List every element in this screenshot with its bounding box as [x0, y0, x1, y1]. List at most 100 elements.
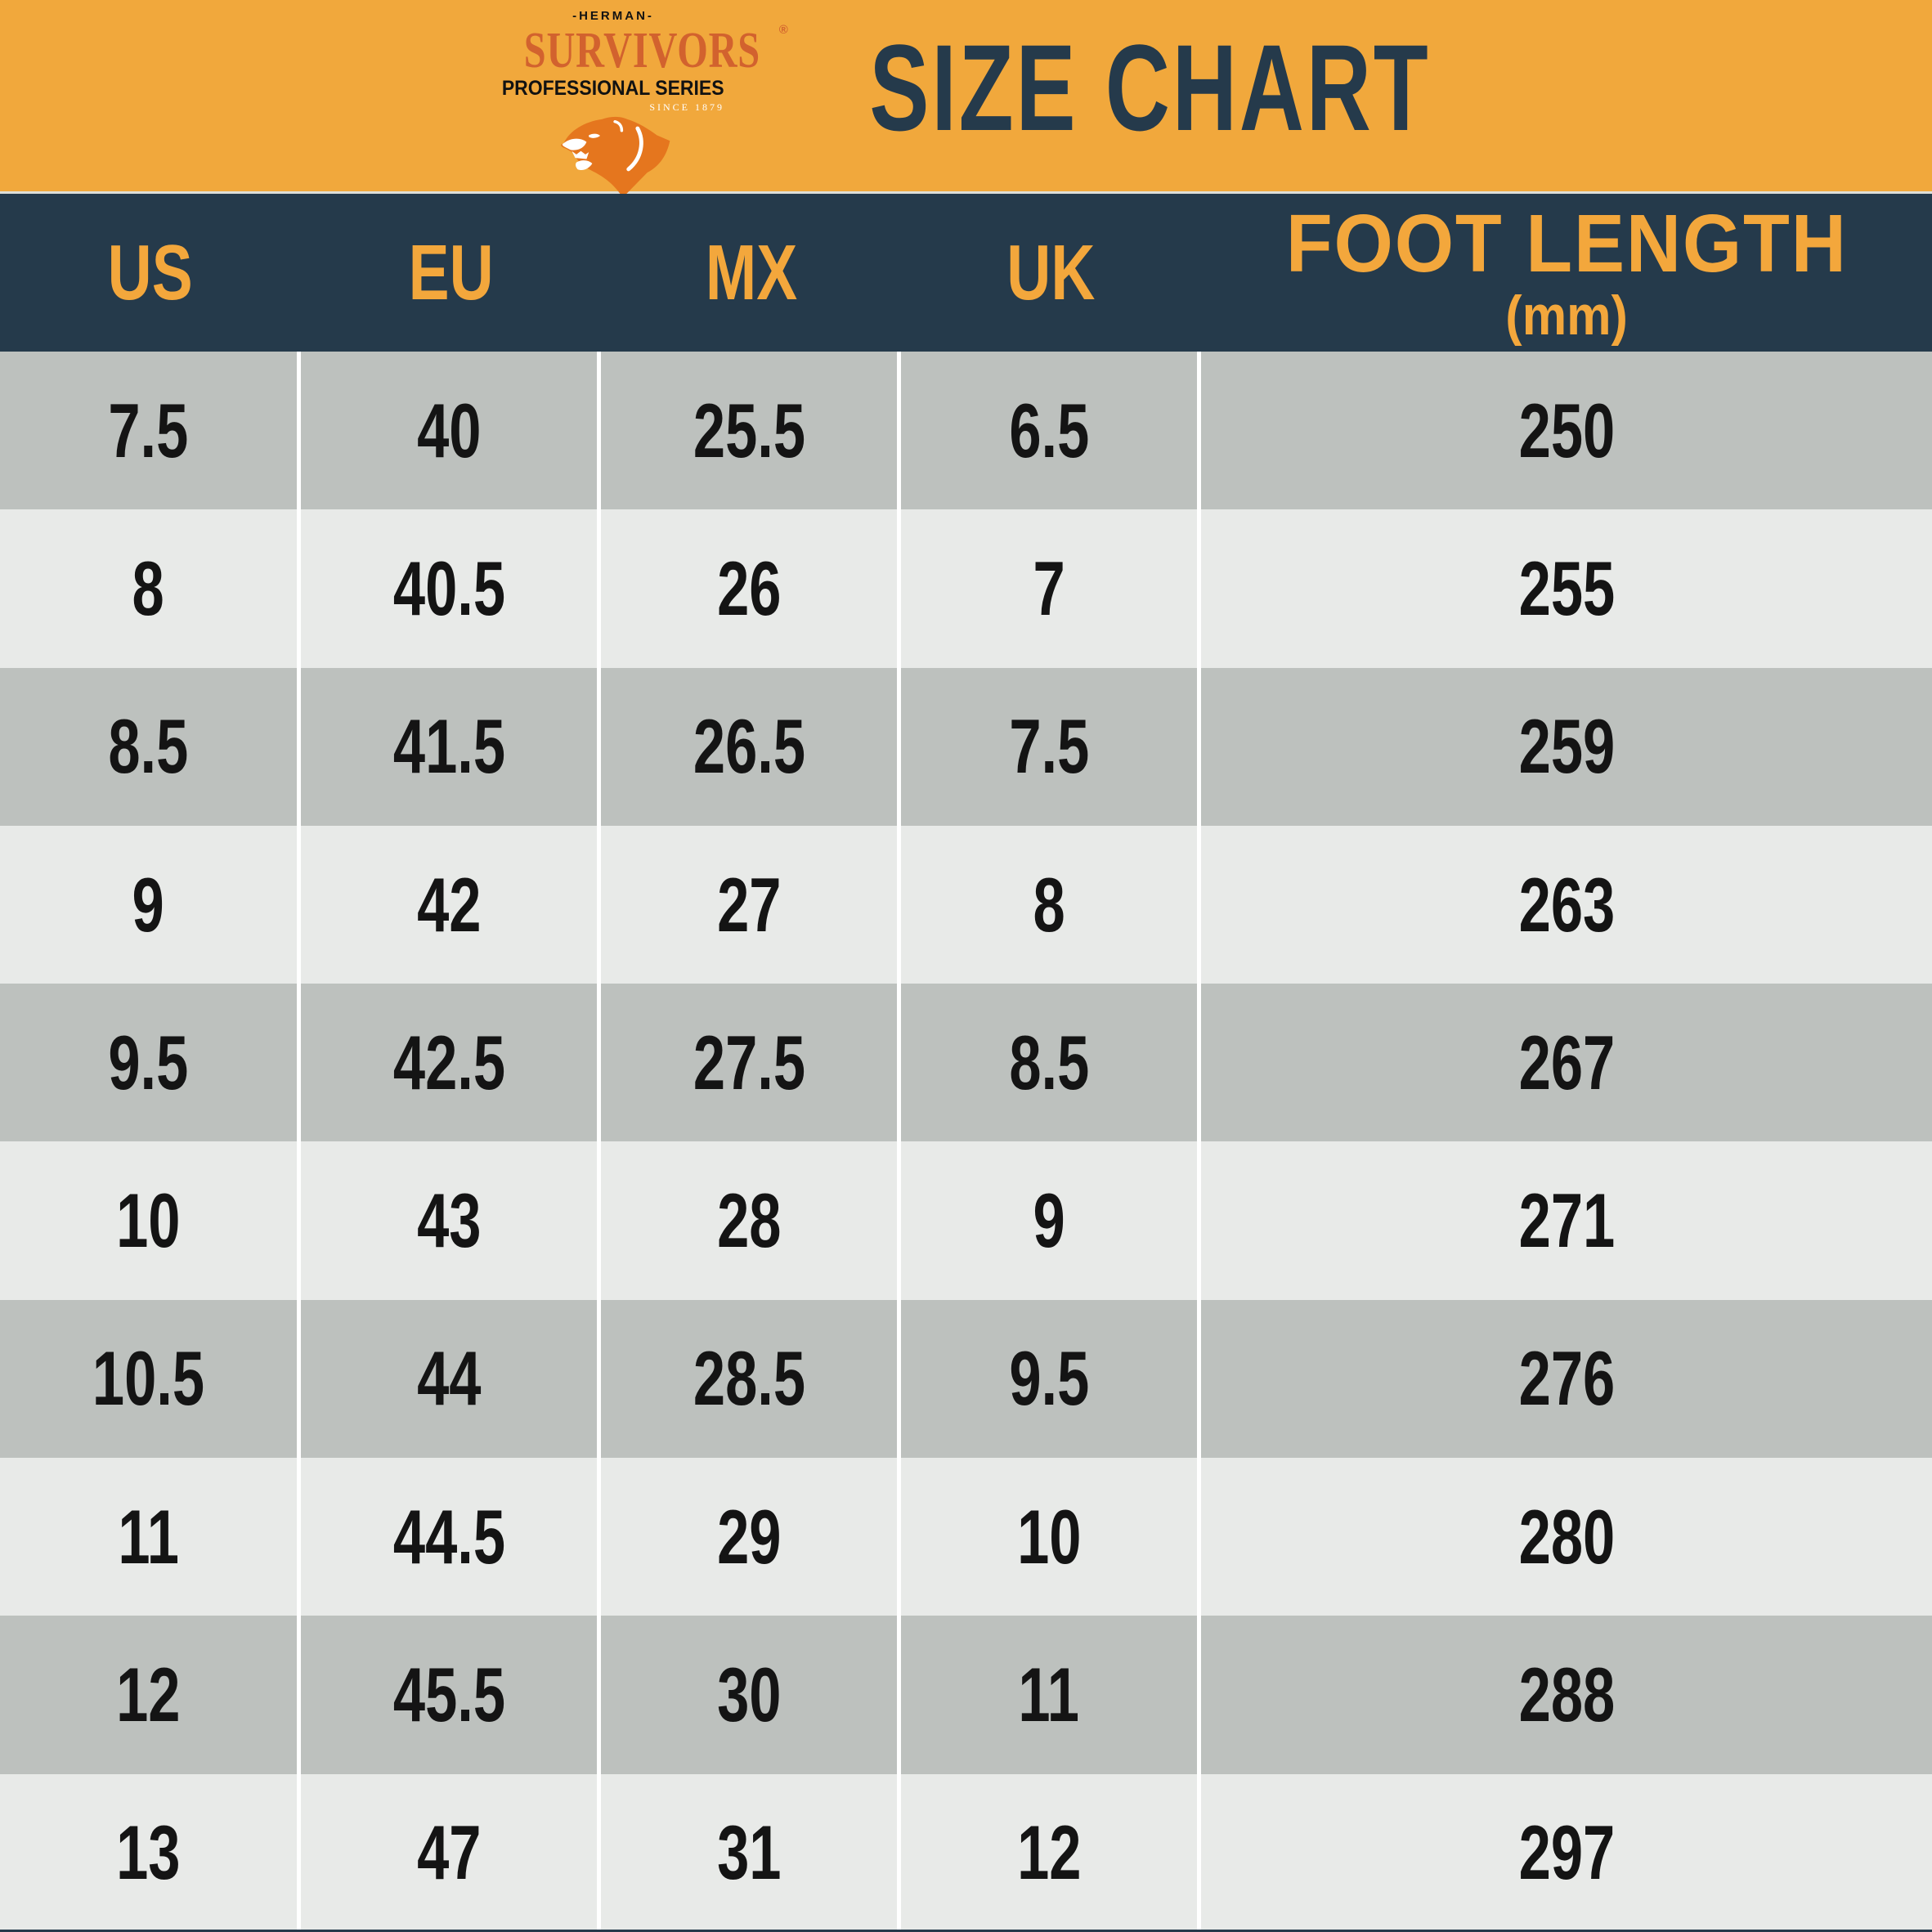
cell-value: 42 [416, 861, 482, 948]
table-cell-eu: 40 [301, 352, 601, 510]
table-cell-us: 7.5 [0, 352, 301, 510]
cell-value: 28.5 [693, 1335, 805, 1422]
table-cell-mx: 26 [601, 509, 901, 668]
cell-value: 263 [1518, 861, 1615, 948]
cell-value: 8.5 [1008, 1019, 1090, 1105]
brand-series-label: PROFESSIONAL SERIES [491, 78, 736, 99]
table-row: 7.5 40 25.5 6.5 250 [0, 352, 1932, 510]
cell-value: 13 [116, 1809, 181, 1896]
column-header-mx-label: MX [705, 228, 797, 316]
cell-value: 27 [716, 861, 782, 948]
table-row: 8 40.5 26 7 255 [0, 509, 1932, 668]
table-cell-uk: 9 [901, 1141, 1201, 1300]
cell-value: 25.5 [693, 387, 805, 473]
cell-value: 31 [716, 1809, 782, 1896]
brand-name-text: SURVIVORS [523, 23, 760, 78]
cell-value: 259 [1518, 703, 1615, 790]
table-cell-foot-length: 267 [1201, 984, 1932, 1141]
table-cell-us: 9 [0, 825, 301, 984]
column-header-eu: EU [301, 194, 601, 352]
column-header-us-label: US [107, 228, 194, 316]
column-header-foot-length: FOOT LENGTH (mm) [1201, 194, 1932, 352]
column-header-uk: UK [901, 194, 1201, 352]
table-cell-eu: 44.5 [301, 1458, 601, 1616]
table-cell-eu: 45.5 [301, 1616, 601, 1774]
table-row: 9.5 42.5 27.5 8.5 267 [0, 984, 1932, 1142]
cell-value: 45.5 [392, 1652, 505, 1738]
cell-value: 267 [1518, 1019, 1615, 1105]
table-cell-mx: 29 [601, 1458, 901, 1616]
cell-value: 9.5 [108, 1019, 189, 1105]
column-header-eu-label: EU [408, 228, 494, 316]
cell-value: 26 [716, 545, 782, 631]
table-header-row: US EU MX UK FOOT LENGTH (mm) [0, 194, 1932, 352]
table-cell-foot-length: 280 [1201, 1458, 1932, 1616]
cell-value: 43 [416, 1177, 482, 1264]
cell-value: 40.5 [392, 545, 505, 631]
bottom-border [0, 1930, 1932, 1932]
table-cell-foot-length: 271 [1201, 1141, 1932, 1299]
cell-value: 9.5 [1008, 1335, 1090, 1422]
cell-value: 42.5 [392, 1019, 505, 1105]
cell-value: 29 [716, 1493, 782, 1580]
table-cell-uk: 9.5 [901, 1299, 1201, 1459]
table-cell-foot-length: 255 [1201, 509, 1932, 667]
table-cell-mx: 28.5 [601, 1299, 901, 1459]
table-cell-mx: 25.5 [601, 352, 901, 510]
cell-value: 10 [116, 1177, 181, 1264]
cell-value: 7.5 [108, 387, 189, 473]
table-cell-foot-length: 297 [1201, 1774, 1932, 1932]
brand-logo: -HERMAN- SURVIVORS ® PROFESSIONAL SERIES … [491, 10, 788, 199]
table-cell-eu: 44 [301, 1299, 601, 1459]
table-cell-mx: 30 [601, 1616, 901, 1774]
table-cell-uk: 8 [901, 825, 1201, 984]
cell-value: 26.5 [693, 703, 805, 790]
table-row: 9 42 27 8 263 [0, 825, 1932, 984]
cell-value: 10.5 [92, 1335, 205, 1422]
table-cell-mx: 31 [601, 1773, 901, 1932]
cell-value: 7 [1033, 545, 1065, 631]
table-cell-eu: 42.5 [301, 984, 601, 1142]
table-cell-us: 11 [0, 1458, 301, 1616]
table-row: 12 45.5 30 11 288 [0, 1616, 1932, 1774]
cell-value: 11 [118, 1493, 179, 1580]
cell-value: 255 [1518, 545, 1615, 631]
table-cell-foot-length: 276 [1201, 1300, 1932, 1458]
cell-value: 276 [1518, 1335, 1615, 1422]
cell-value: 27.5 [693, 1019, 805, 1105]
cell-value: 6.5 [1008, 387, 1090, 473]
cell-value: 11 [1018, 1652, 1080, 1738]
cell-value: 12 [1016, 1809, 1082, 1896]
table-cell-us: 8.5 [0, 667, 301, 826]
table-cell-eu: 47 [301, 1773, 601, 1932]
table-cell-us: 9.5 [0, 984, 301, 1142]
table-cell-eu: 43 [301, 1141, 601, 1300]
table-body: 7.5 40 25.5 6.5 250 8 40.5 26 7 255 8.5 … [0, 352, 1932, 1932]
table-cell-uk: 7.5 [901, 667, 1201, 826]
cell-value: 44 [416, 1335, 482, 1422]
cell-value: 9 [132, 861, 165, 948]
brand-series-text: PROFESSIONAL SERIES [502, 77, 724, 100]
table-cell-foot-length: 288 [1201, 1616, 1932, 1773]
cell-value: 40 [416, 387, 482, 473]
cell-value: 250 [1518, 387, 1615, 473]
cell-value: 28 [716, 1177, 782, 1264]
table-row: 11 44.5 29 10 280 [0, 1458, 1932, 1616]
cell-value: 12 [116, 1652, 181, 1738]
registered-trademark-icon: ® [778, 23, 788, 37]
cell-value: 280 [1518, 1493, 1615, 1580]
table-cell-uk: 8.5 [901, 984, 1201, 1142]
table-cell-uk: 7 [901, 509, 1201, 668]
table-cell-eu: 41.5 [301, 667, 601, 826]
brand-name-label: SURVIVORS ® [491, 24, 788, 76]
cell-value: 9 [1033, 1177, 1065, 1264]
cell-value: 30 [716, 1652, 782, 1738]
column-header-uk-label: UK [1006, 228, 1096, 316]
table-cell-uk: 6.5 [901, 352, 1201, 510]
cell-value: 288 [1518, 1652, 1615, 1738]
cell-value: 8 [132, 545, 165, 631]
table-cell-uk: 11 [901, 1616, 1201, 1774]
table-cell-mx: 27.5 [601, 984, 901, 1142]
cell-value: 47 [416, 1809, 482, 1896]
